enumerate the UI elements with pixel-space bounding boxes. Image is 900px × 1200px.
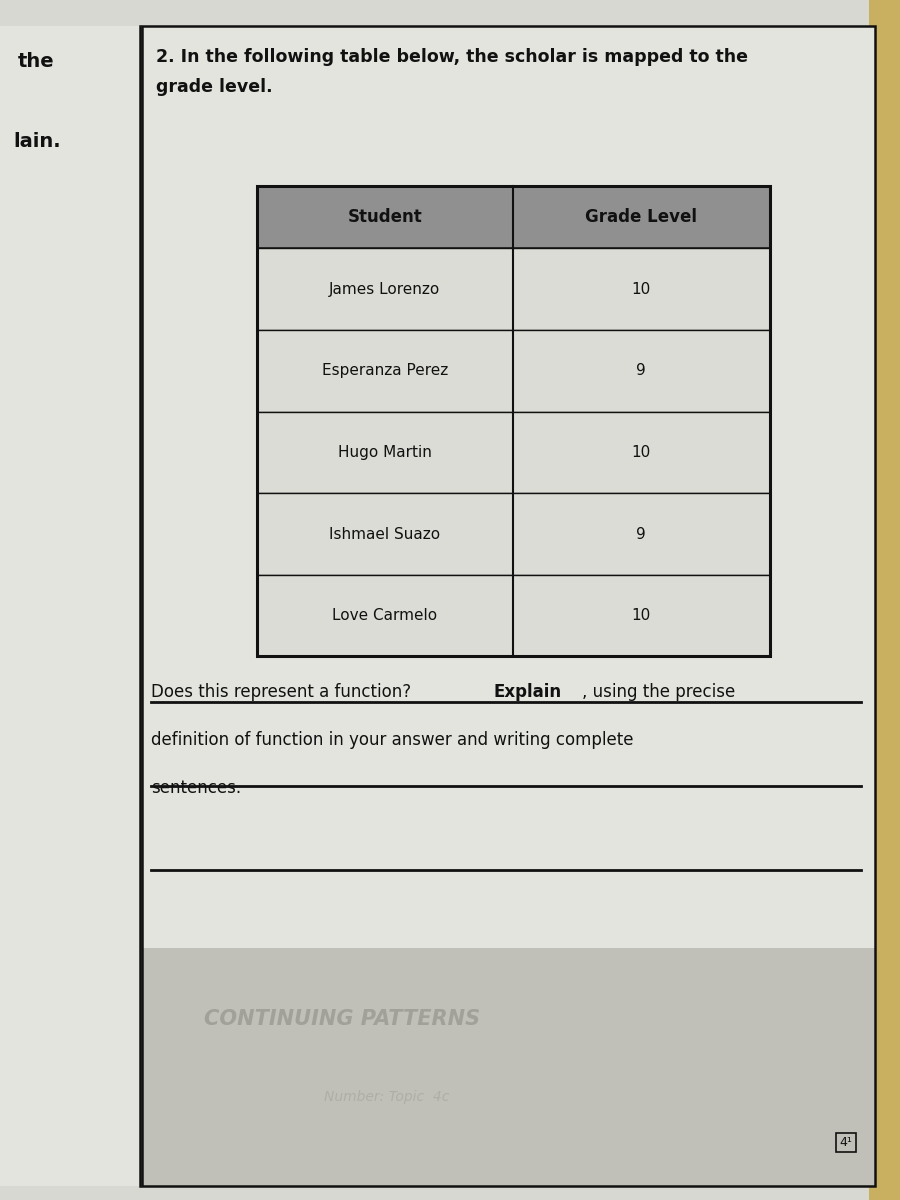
Text: 10: 10: [632, 608, 651, 623]
Text: Love Carmelo: Love Carmelo: [332, 608, 437, 623]
Bar: [256, 186, 770, 656]
Text: 10: 10: [632, 445, 651, 460]
Text: Number: Topic  4c: Number: Topic 4c: [324, 1090, 450, 1104]
Text: grade level.: grade level.: [156, 78, 273, 96]
Text: Grade Level: Grade Level: [585, 209, 698, 226]
Bar: [256, 412, 770, 493]
Text: CONTINUING PATTERNS: CONTINUING PATTERNS: [204, 1009, 480, 1028]
Bar: [256, 575, 770, 656]
Bar: [142, 948, 875, 1186]
Text: Esperanza Perez: Esperanza Perez: [321, 364, 448, 378]
Text: the: the: [18, 52, 55, 71]
Text: Explain: Explain: [493, 683, 562, 701]
Bar: [256, 248, 770, 330]
Text: 9: 9: [636, 364, 646, 378]
Bar: [256, 493, 770, 575]
Text: Student: Student: [347, 209, 422, 226]
Text: Does this represent a function?: Does this represent a function?: [151, 683, 417, 701]
Text: lain.: lain.: [14, 132, 61, 151]
Text: sentences.: sentences.: [151, 779, 241, 797]
Bar: [142, 26, 875, 1186]
Bar: [256, 330, 770, 412]
Text: 9: 9: [636, 527, 646, 541]
Text: , using the precise: , using the precise: [581, 683, 734, 701]
Text: 10: 10: [632, 282, 651, 296]
Text: 4¹: 4¹: [840, 1136, 852, 1148]
Bar: [868, 0, 900, 1200]
Text: 2. In the following table below, the scholar is mapped to the: 2. In the following table below, the sch…: [156, 48, 748, 66]
Bar: [256, 186, 770, 248]
Text: James Lorenzo: James Lorenzo: [329, 282, 440, 296]
Text: definition of function in your answer and writing complete: definition of function in your answer an…: [151, 731, 634, 749]
Text: Hugo Martin: Hugo Martin: [338, 445, 432, 460]
Text: Ishmael Suazo: Ishmael Suazo: [329, 527, 440, 541]
